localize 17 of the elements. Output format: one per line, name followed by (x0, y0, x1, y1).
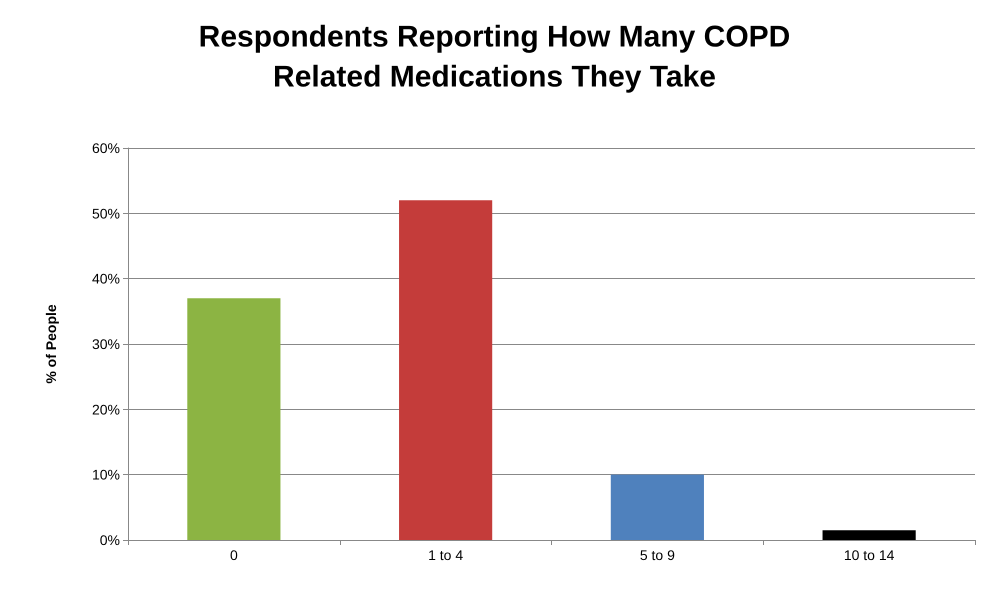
y-axis-title: % of People (43, 304, 59, 384)
bar (399, 200, 492, 540)
bar (610, 474, 704, 540)
x-tick-label: 5 to 9 (640, 547, 676, 563)
x-tick-label: 1 to 4 (428, 547, 464, 563)
bar (187, 298, 280, 540)
bar (822, 530, 916, 540)
y-tick-label: 50% (92, 205, 120, 222)
x-tick-label: 0 (230, 547, 238, 563)
y-tick-label: 40% (92, 270, 120, 287)
y-tick-label: 60% (92, 140, 120, 156)
y-tick-label: 0% (100, 532, 120, 548)
y-tick-label: 10% (92, 466, 120, 483)
y-tick-label: 20% (92, 401, 120, 418)
x-tick-label: 10 to 14 (844, 547, 895, 563)
y-tick-label: 30% (92, 336, 120, 352)
chart-title: Respondents Reporting How Many COPD Related Medications They Take (198, 20, 790, 94)
